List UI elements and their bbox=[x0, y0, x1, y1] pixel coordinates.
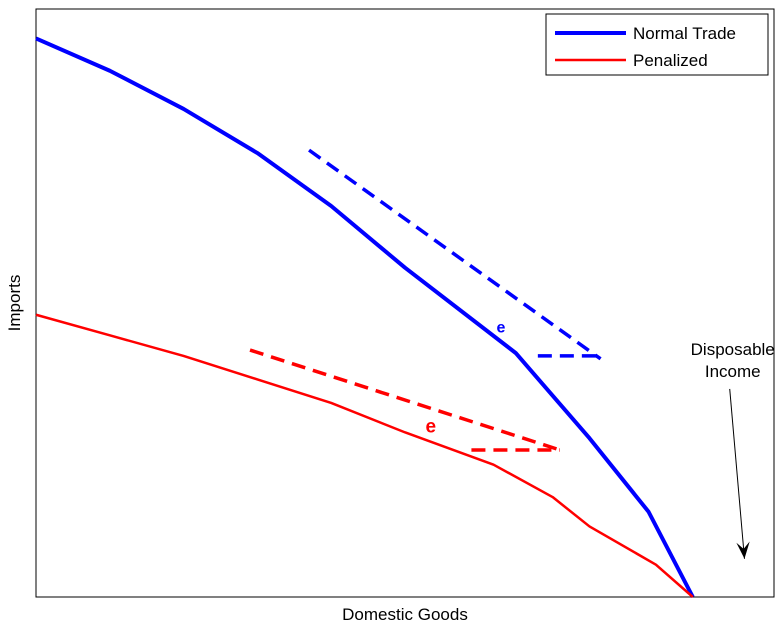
plot-frame bbox=[35, 8, 775, 598]
y-axis-label: Imports bbox=[5, 275, 24, 332]
x-axis-label: Domestic Goods bbox=[342, 605, 468, 624]
series-lines bbox=[35, 36, 695, 598]
legend: Normal Trade Penalized bbox=[545, 13, 769, 76]
annotation-text-0-1: Income bbox=[705, 362, 761, 381]
annotation-arrowhead-0 bbox=[736, 541, 750, 559]
equilibrium-label-0: e bbox=[496, 319, 505, 336]
annotations: Disposable Income bbox=[691, 340, 775, 559]
tangent-line-0 bbox=[308, 148, 602, 361]
legend-box bbox=[545, 13, 769, 76]
equilibrium-label-1: e bbox=[426, 416, 437, 437]
annotation-arrow-0 bbox=[729, 388, 745, 559]
annotation-text-0-0: Disposable bbox=[691, 340, 775, 359]
series-line-penalized bbox=[35, 313, 694, 598]
tangent-line-2 bbox=[249, 348, 561, 452]
point-labels: ee bbox=[426, 319, 506, 437]
tangent-lines bbox=[249, 148, 602, 452]
legend-label-penalized: Penalized bbox=[633, 51, 708, 70]
series-line-normal-trade bbox=[35, 36, 695, 598]
legend-label-normal-trade: Normal Trade bbox=[633, 24, 736, 43]
